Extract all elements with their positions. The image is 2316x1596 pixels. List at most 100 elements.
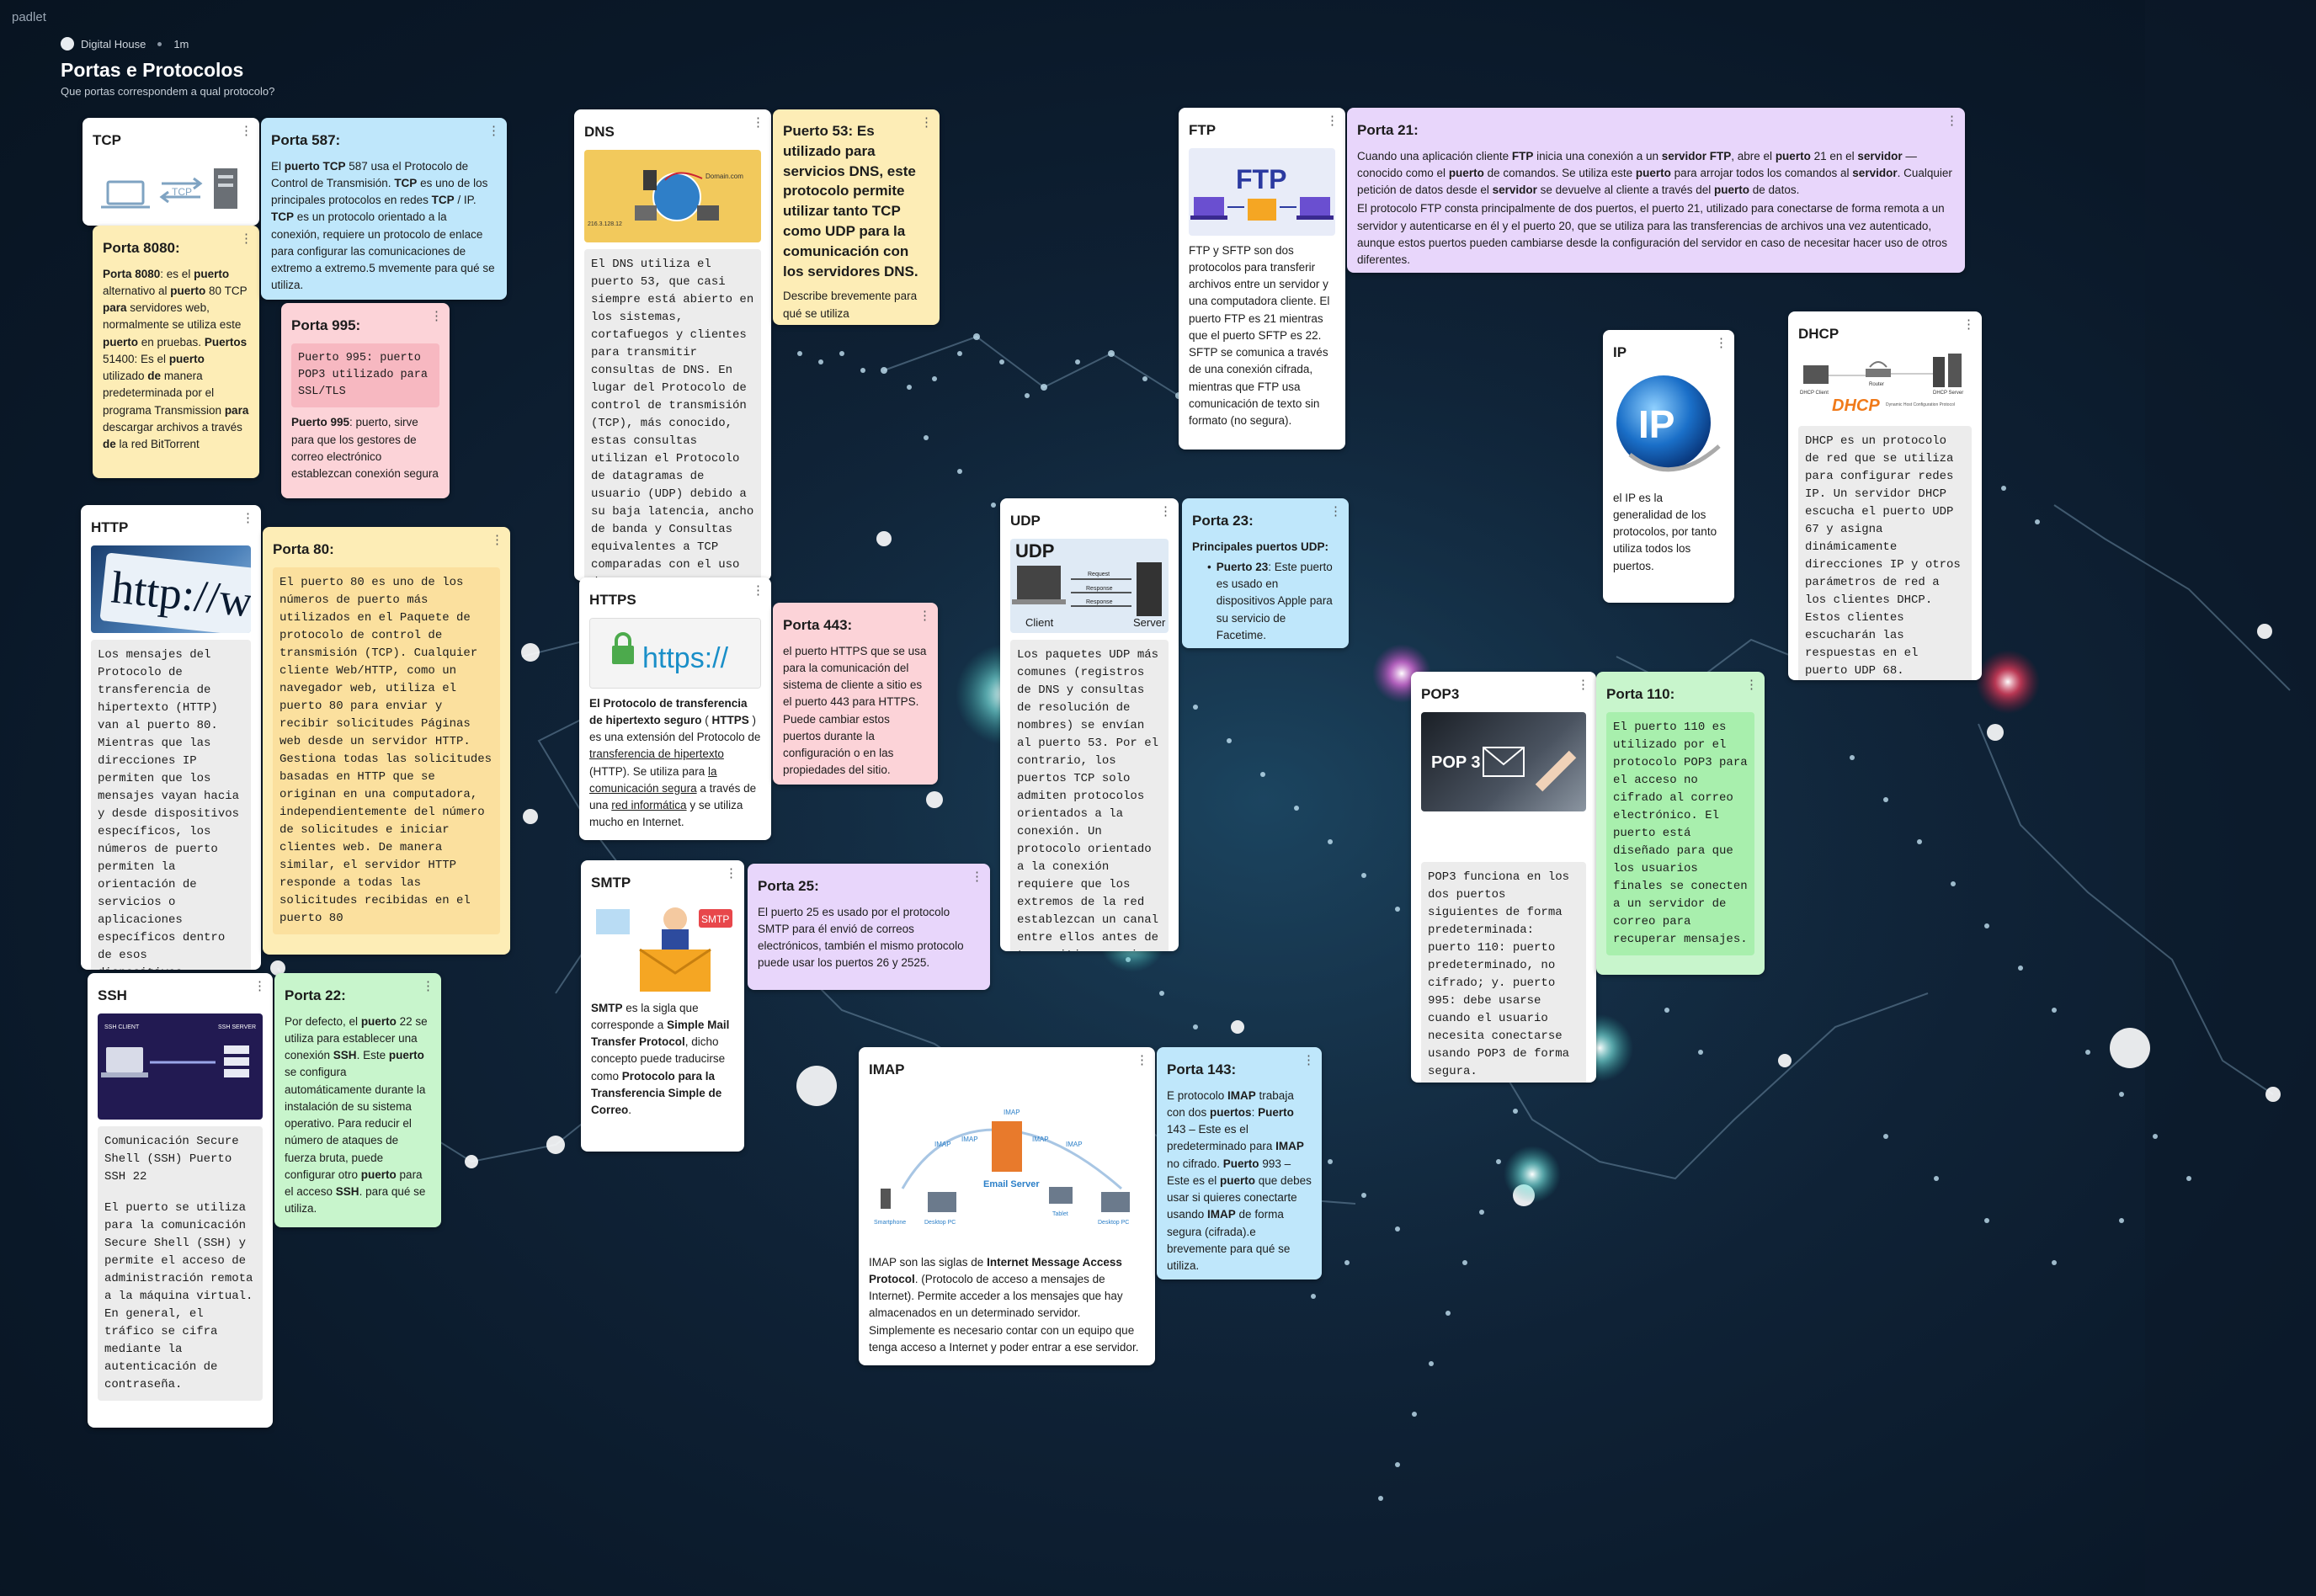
dns-diagram-image: Domain.com 216.3.128.12: [584, 149, 761, 242]
svg-text:IMAP: IMAP: [934, 1141, 951, 1148]
post-title: Porta 143:: [1167, 1061, 1237, 1077]
post-body: El DNS utiliza el puerto 53, que casi si…: [584, 248, 761, 581]
post-menu-icon[interactable]: ⋮: [1159, 504, 1172, 519]
post-title: Porta 443:: [783, 617, 853, 633]
post-menu-icon[interactable]: ⋮: [1946, 114, 1958, 128]
svg-text:Domain.com: Domain.com: [705, 173, 743, 180]
post-porta-22[interactable]: ⋮ Porta 22: Por defecto, el puerto 22 se…: [274, 973, 441, 1227]
udp-diagram-image: UDP Request Response Response Client Ser…: [1010, 538, 1169, 633]
post-menu-icon[interactable]: ⋮: [1136, 1053, 1148, 1067]
svg-text:FTP: FTP: [1236, 164, 1286, 194]
post-ssh[interactable]: ⋮ SSH SSH CLIENT SSH SERVER Comunicación…: [88, 973, 273, 1428]
post-menu-icon[interactable]: ⋮: [491, 533, 503, 547]
spacer: [1421, 818, 1586, 855]
post-porta-995[interactable]: ⋮ Porta 995: Puerto 995: puerto POP3 uti…: [281, 303, 450, 498]
post-body: SMTP es la sigla que corresponde a Simpl…: [591, 1001, 730, 1117]
post-menu-icon[interactable]: ⋮: [752, 583, 764, 598]
post-menu-icon[interactable]: ⋮: [920, 115, 933, 130]
post-porta-587[interactable]: ⋮ Porta 587: El puerto TCP 587 usa el Pr…: [261, 118, 507, 300]
post-title: Porta 587:: [271, 132, 341, 148]
svg-text:IP: IP: [1638, 402, 1674, 446]
svg-text:UDP: UDP: [1015, 540, 1054, 561]
post-menu-icon[interactable]: ⋮: [1326, 114, 1339, 128]
port-995-summary: Puerto 995: puerto POP3 utilizado para S…: [291, 343, 439, 408]
post-dhcp[interactable]: ⋮ DHCP DHCP Client Router DHCP Server DH…: [1788, 311, 1982, 680]
http-address-bar-image: http://ww: [91, 545, 251, 633]
post-porta-8080[interactable]: ⋮ Porta 8080: Porta 8080: es el puerto a…: [93, 226, 259, 478]
post-menu-icon[interactable]: ⋮: [240, 231, 253, 246]
post-body: Porta 8080: es el puerto alternativo al …: [103, 267, 249, 451]
post-menu-icon[interactable]: ⋮: [971, 870, 983, 884]
post-porta-23[interactable]: ⋮ Porta 23: Principales puertos UDP: • Pu…: [1182, 498, 1349, 648]
post-porta-21[interactable]: ⋮ Porta 21: Cuando una aplicación client…: [1347, 108, 1965, 273]
right-edge-band: [2145, 0, 2316, 1596]
post-porta-80[interactable]: ⋮ Porta 80: El puerto 80 es uno de los n…: [263, 527, 510, 955]
post-body: Cuando una aplicación cliente FTP inicia…: [1357, 149, 1952, 267]
svg-text:Server: Server: [1133, 616, 1166, 629]
post-dns[interactable]: ⋮ DNS Domain.com 216.3.128.12 El DNS uti…: [574, 109, 771, 581]
post-body: El Protocolo de transferencia de hiperte…: [589, 696, 761, 829]
org-name[interactable]: Digital House: [81, 37, 146, 51]
svg-text:Response: Response: [1086, 586, 1113, 592]
post-menu-icon[interactable]: ⋮: [1302, 1053, 1315, 1067]
post-body: El puerto TCP 587 usa el Protocolo de Co…: [271, 159, 495, 292]
post-menu-icon[interactable]: ⋮: [1745, 678, 1758, 692]
svg-text:216.3.128.12: 216.3.128.12: [588, 221, 622, 227]
post-ftp[interactable]: ⋮ FTP FTP FTP y SFTP son dos protocolos …: [1179, 108, 1345, 450]
post-title: SMTP: [591, 875, 631, 891]
post-title: HTTP: [91, 519, 129, 535]
post-body: Comunicación Secure Shell (SSH) Puerto S…: [98, 1125, 263, 1401]
post-menu-icon[interactable]: ⋮: [1329, 504, 1342, 519]
post-title: Porta 25:: [758, 878, 819, 894]
svg-text:Response: Response: [1086, 599, 1113, 605]
ftp-diagram-image: FTP: [1189, 147, 1335, 236]
post-title: Porta 995:: [291, 317, 361, 333]
svg-text:IMAP: IMAP: [1066, 1141, 1083, 1148]
post-body: POP3 funciona en los dos puertos siguien…: [1421, 861, 1586, 1083]
post-porta-110[interactable]: ⋮ Porta 110: El puerto 110 es utilizado …: [1596, 672, 1765, 975]
org-logo-icon: [61, 37, 74, 51]
post-udp[interactable]: ⋮ UDP UDP Request Response Response Clie…: [1000, 498, 1179, 951]
post-porta-143[interactable]: ⋮ Porta 143: E protocolo IMAP trabaja co…: [1157, 1047, 1322, 1279]
svg-text:TCP: TCP: [172, 186, 192, 198]
post-https[interactable]: ⋮ HTTPS https:// El Protocolo de transfe…: [579, 577, 771, 840]
post-body: IMAP son las siglas de Internet Message …: [869, 1255, 1139, 1354]
post-tcp[interactable]: ⋮ TCP TCP: [83, 118, 259, 226]
post-http[interactable]: ⋮ HTTP http://ww Los mensajes del Protoc…: [81, 505, 261, 970]
post-menu-icon[interactable]: ⋮: [242, 511, 254, 525]
svg-text:Smartphone: Smartphone: [874, 1220, 906, 1226]
smtp-mail-image: SMTP: [591, 900, 734, 993]
post-menu-icon[interactable]: ⋮: [752, 115, 764, 130]
post-body: Describe brevemente para qué se utiliza: [783, 290, 918, 320]
post-body: el IP es la generalidad de los protocolo…: [1613, 491, 1717, 572]
svg-text:IMAP: IMAP: [961, 1136, 978, 1143]
post-menu-icon[interactable]: ⋮: [1715, 336, 1728, 350]
post-puerto-53[interactable]: ⋮ Puerto 53: Es utilizado para servicios…: [773, 109, 940, 325]
post-menu-icon[interactable]: ⋮: [725, 866, 737, 880]
post-menu-icon[interactable]: ⋮: [253, 979, 266, 993]
post-body: Los mensajes del Protocolo de transferen…: [91, 639, 251, 970]
post-smtp[interactable]: ⋮ SMTP SMTP SMTP es la sigla que corresp…: [581, 860, 744, 1152]
post-pop3[interactable]: ⋮ POP3 POP 3 POP3 funciona en los dos pu…: [1411, 672, 1596, 1083]
post-ip[interactable]: ⋮ IP IP el IP es la generalidad de los p…: [1603, 330, 1734, 603]
padlet-brand[interactable]: padlet: [12, 10, 46, 24]
post-menu-icon[interactable]: ⋮: [918, 609, 931, 623]
svg-text:POP 3: POP 3: [1431, 753, 1481, 772]
post-menu-icon[interactable]: ⋮: [1962, 317, 1975, 332]
post-imap[interactable]: ⋮ IMAP Email Server IMAP IMAP IMAP IMAP …: [859, 1047, 1155, 1365]
post-title: POP3: [1421, 686, 1460, 702]
post-body: Los paquetes UDP más comunes (registros …: [1010, 639, 1169, 951]
post-porta-443[interactable]: ⋮ Porta 443: el puerto HTTPS que se usa …: [773, 603, 938, 785]
post-title: DNS: [584, 124, 615, 140]
post-menu-icon[interactable]: ⋮: [487, 124, 500, 138]
post-menu-icon[interactable]: ⋮: [422, 979, 434, 993]
svg-text:https://: https://: [642, 642, 729, 674]
post-porta-25[interactable]: ⋮ Porta 25: El puerto 25 es usado por el…: [748, 864, 990, 990]
ssh-diagram-image: SSH CLIENT SSH SERVER: [98, 1013, 263, 1120]
post-menu-icon[interactable]: ⋮: [240, 124, 253, 138]
post-menu-icon[interactable]: ⋮: [430, 309, 443, 323]
post-title: Porta 8080:: [103, 240, 180, 256]
post-menu-icon[interactable]: ⋮: [1577, 678, 1589, 692]
svg-text:Request: Request: [1088, 572, 1110, 577]
post-title: DHCP: [1798, 326, 1839, 342]
